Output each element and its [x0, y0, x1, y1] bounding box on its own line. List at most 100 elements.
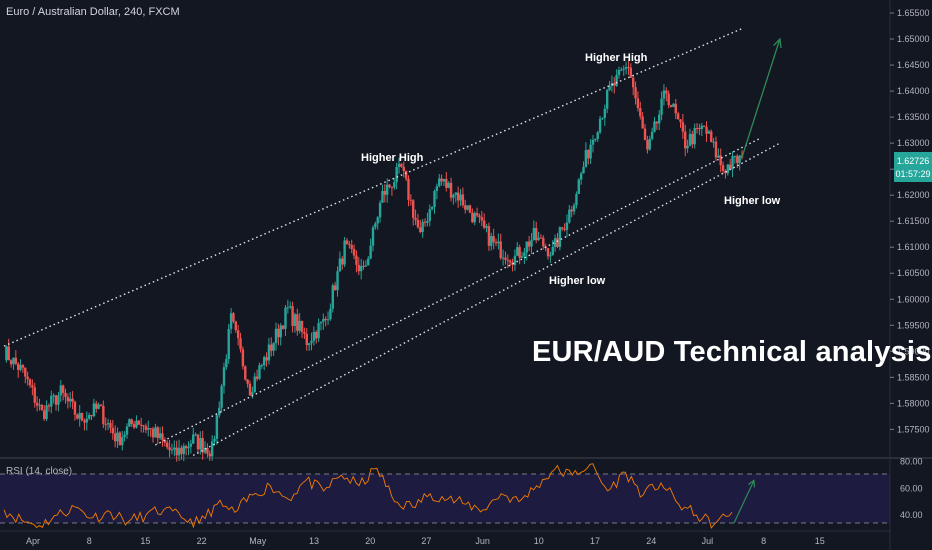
candle-body — [421, 221, 424, 233]
candle-body — [123, 434, 126, 437]
candle-body — [693, 127, 696, 145]
candle-body — [518, 247, 521, 258]
candle-body — [99, 404, 103, 406]
candle-body — [430, 206, 434, 210]
candle-body — [428, 209, 431, 221]
candle-body — [639, 108, 642, 117]
candle-body — [132, 423, 136, 428]
time-tick-label: 8 — [87, 536, 92, 546]
candle-body — [702, 125, 706, 127]
candle-body — [229, 313, 233, 329]
time-tick-label: Jun — [475, 536, 490, 546]
candle-body — [681, 122, 685, 132]
candle-body — [90, 415, 93, 417]
candle-body — [326, 319, 330, 321]
candle-body — [478, 215, 481, 218]
candle-body — [315, 331, 318, 339]
candle-body — [194, 434, 197, 436]
candle-body — [376, 217, 379, 224]
candle-body — [691, 133, 694, 145]
candle-body — [390, 186, 394, 188]
candle-body — [724, 171, 727, 174]
candle-body — [710, 131, 713, 143]
annotation-higher-low-1: Higher low — [549, 275, 606, 287]
price-tick-label: 1.62000 — [897, 190, 930, 200]
candle-body — [388, 184, 391, 187]
time-tick-label: May — [249, 536, 267, 546]
price-tick-label: 1.59500 — [897, 320, 930, 330]
rsi-tick-label: 40.00 — [900, 510, 923, 520]
candle-body — [575, 193, 578, 206]
time-tick-label: Jul — [702, 536, 714, 546]
candle-body — [582, 166, 585, 174]
price-tick-label: 1.65500 — [897, 8, 930, 18]
candle-body — [236, 330, 240, 339]
candle-body — [475, 213, 479, 216]
candle-body — [336, 271, 339, 291]
candle-body — [501, 257, 505, 259]
projection-arrow[interactable] — [741, 38, 781, 158]
candle-body — [646, 140, 649, 150]
candle-body — [627, 67, 630, 69]
candle-body — [471, 212, 474, 223]
candle-body — [310, 340, 313, 344]
candle-body — [456, 192, 460, 201]
candle-body — [527, 241, 531, 247]
rsi-projection-arrowhead — [747, 479, 756, 488]
candle-body — [485, 226, 488, 228]
trendline[interactable] — [3, 27, 743, 347]
candle-body — [362, 265, 365, 267]
candle-body — [546, 248, 550, 257]
candle-body — [423, 221, 427, 223]
candle-body — [208, 453, 211, 457]
candle-body — [345, 240, 349, 245]
candle-body — [570, 209, 573, 212]
candle-body — [333, 285, 337, 291]
time-tick-label: 13 — [309, 536, 319, 546]
candle-body — [139, 424, 143, 426]
candle-body — [688, 133, 692, 146]
candle-body — [348, 244, 351, 246]
candle-body — [492, 236, 495, 243]
candle-body — [629, 67, 633, 78]
candle-body — [33, 387, 36, 403]
candle-body — [135, 420, 138, 428]
price-tick-label: 1.59000 — [897, 346, 930, 356]
candle-body — [404, 171, 408, 179]
candle-body — [549, 255, 552, 257]
candle-body — [289, 306, 292, 308]
price-tick-label: 1.58500 — [897, 372, 930, 382]
candle-body — [381, 191, 384, 203]
time-tick-label: 15 — [815, 536, 825, 546]
candle-body — [369, 245, 372, 259]
candle-body — [144, 426, 148, 430]
candle-body — [303, 331, 306, 334]
candle-body — [603, 108, 607, 118]
candle-body — [731, 156, 734, 170]
candle-body — [587, 150, 590, 159]
candle-body — [608, 86, 611, 91]
candle-body — [532, 228, 536, 241]
candle-body — [407, 178, 410, 200]
candle-body — [26, 376, 29, 380]
candle-body — [535, 228, 538, 241]
candle-body — [565, 222, 569, 230]
candle-body — [620, 69, 623, 71]
candle-body — [591, 139, 595, 145]
candle-body — [440, 178, 443, 182]
candle-body — [196, 434, 200, 450]
candle-body — [116, 432, 119, 442]
trendline[interactable] — [192, 142, 781, 457]
candle-body — [721, 165, 725, 172]
candle-body — [648, 138, 651, 150]
trendline[interactable] — [155, 137, 762, 446]
candle-body — [698, 128, 701, 130]
candle-body — [598, 118, 602, 133]
candle-body — [201, 438, 204, 453]
headline: EUR/AUD Technical analysis — [532, 336, 932, 368]
candle-body — [222, 367, 226, 386]
chart-title: Euro / Australian Dollar, 240, FXCM — [6, 6, 180, 18]
candle-body — [9, 360, 13, 365]
